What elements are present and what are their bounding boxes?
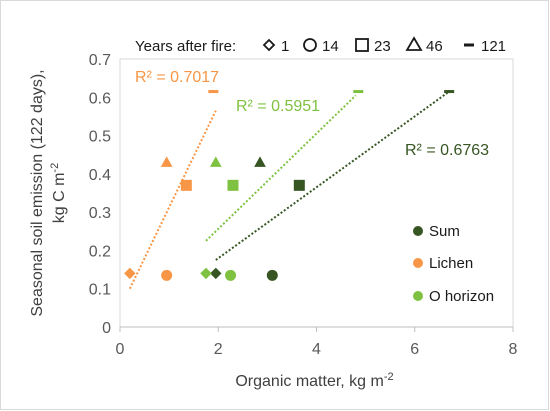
legend-label-dash: 121 <box>481 38 506 55</box>
y-axis-title-line2: kg C m-2 <box>49 163 68 223</box>
x-tick-label: 2 <box>214 341 223 358</box>
color-legend-label-lichen: Lichen <box>429 255 473 272</box>
data-point-lichen-dash <box>208 90 219 94</box>
r2-label-o-horizon: R² = 0.5951 <box>236 98 320 115</box>
x-tick-label: 4 <box>312 341 321 358</box>
shape-legend-title: Years after fire: <box>135 38 236 55</box>
color-legend-label-sum: Sum <box>429 223 460 240</box>
data-point-sum-circle <box>266 269 278 281</box>
y-axis-title-line1: Seasonal soil emission (122 days), <box>29 69 46 316</box>
x-tick-label: 0 <box>116 341 125 358</box>
data-point-sum-triangle <box>254 156 266 167</box>
legend-marker-circle <box>303 38 317 52</box>
y-tick-label: 0 <box>102 320 111 337</box>
y-tick-label: 0.6 <box>89 90 111 107</box>
legend-marker-triangle <box>405 36 423 51</box>
data-point-lichen-diamond <box>124 267 136 280</box>
data-point-o-horizon-diamond <box>200 267 212 280</box>
data-point-sum-dash <box>444 90 455 94</box>
color-legend-dot-o-horizon <box>413 291 423 301</box>
y-tick-label: 0.7 <box>89 52 111 69</box>
x-tick-label: 8 <box>509 341 518 358</box>
legend-label-diamond: 1 <box>281 38 289 55</box>
y-tick-label: 0.4 <box>89 167 111 184</box>
legend-label-square: 23 <box>374 38 391 55</box>
legend-marker-diamond <box>262 38 276 52</box>
y-tick-label: 0.3 <box>89 205 111 222</box>
color-legend-label-o-horizon: O horizon <box>429 288 494 305</box>
y-axis-title: Seasonal soil emission (122 days), kg C m… <box>29 69 68 316</box>
r2-label-lichen: R² = 0.7017 <box>135 69 219 86</box>
color-legend-dot-sum <box>413 226 423 236</box>
y-tick-label: 0.5 <box>89 129 111 146</box>
y-tick-label: 0.2 <box>89 243 111 260</box>
data-point-sum-diamond <box>210 267 222 280</box>
data-point-o-horizon-circle <box>225 269 237 281</box>
trendline-o-horizon <box>205 94 357 242</box>
x-tick-label: 6 <box>410 341 419 358</box>
data-point-lichen-square <box>180 179 192 191</box>
data-point-o-horizon-triangle <box>209 156 222 167</box>
x-axis-title: Organic matter, kg m-2 <box>235 371 393 390</box>
data-point-sum-square <box>293 179 305 191</box>
legend-marker-square <box>355 38 369 52</box>
legend-label-circle: 14 <box>322 38 339 55</box>
data-point-o-horizon-square <box>227 179 239 191</box>
y-tick-label: 0.1 <box>89 282 111 299</box>
r2-label-sum: R² = 0.6763 <box>405 142 489 159</box>
data-point-lichen-triangle <box>160 156 173 167</box>
data-point-o-horizon-dash <box>353 90 364 94</box>
color-legend-dot-lichen <box>413 258 423 268</box>
legend-label-triangle: 46 <box>426 38 443 55</box>
legend-marker-dash <box>464 43 474 47</box>
data-point-lichen-circle <box>161 269 173 281</box>
trendline-lichen <box>128 110 217 290</box>
